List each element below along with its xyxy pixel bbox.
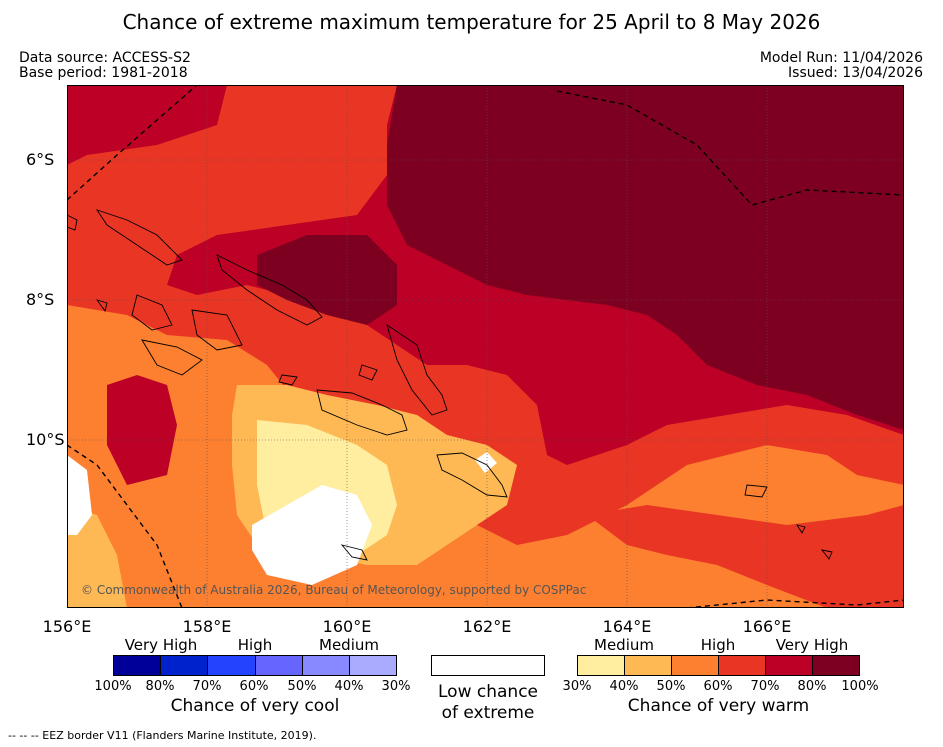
warm-cat-medium: Medium xyxy=(594,636,654,654)
warm-color-swatch xyxy=(813,656,859,675)
lon-label-164e: 164°E xyxy=(602,617,652,636)
graticule xyxy=(67,85,904,608)
base-period-text: Base period: 1981-2018 xyxy=(19,65,188,81)
warm-pct: 70% xyxy=(750,679,780,694)
cool-pct: 30% xyxy=(381,679,411,694)
neutral-caption-line1: Low chance xyxy=(438,682,538,702)
cool-pct: 60% xyxy=(239,679,269,694)
warm-pct: 30% xyxy=(562,679,592,694)
region-very-high-west xyxy=(257,235,397,325)
cool-colorbar xyxy=(113,655,397,676)
neutral-caption-line2: of extreme xyxy=(441,703,535,723)
cool-color-swatch xyxy=(302,656,350,675)
region-very-high-warm xyxy=(387,85,904,430)
warm-color-swatch xyxy=(578,656,625,675)
lat-label-8s: 8°S xyxy=(26,290,55,309)
lon-label-166e: 166°E xyxy=(742,617,792,636)
lon-label-158e: 158°E xyxy=(182,617,232,636)
warm-colorbar xyxy=(577,655,860,676)
data-source-text: Data source: ACCESS-S2 xyxy=(19,50,191,66)
region-medium-warm-sw xyxy=(67,505,127,608)
warm-color-swatch xyxy=(766,656,813,675)
warm-color-swatch xyxy=(719,656,766,675)
warm-pct: 80% xyxy=(797,679,827,694)
region-high2-nw xyxy=(67,85,227,165)
cool-caption: Chance of very cool xyxy=(170,696,340,716)
issued-text: Issued: 13/04/2026 xyxy=(788,65,923,81)
warm-cat-very-high: Very High xyxy=(775,636,849,654)
cool-color-swatch xyxy=(114,656,162,675)
map-title: Chance of extreme maximum temperature fo… xyxy=(122,10,821,34)
region-low-chance-small xyxy=(475,452,497,473)
warm-color-swatch xyxy=(625,656,672,675)
cool-color-swatch xyxy=(161,656,209,675)
warm-cat-high: High xyxy=(700,636,736,654)
cool-pct: 70% xyxy=(192,679,222,694)
cool-color-swatch xyxy=(208,656,256,675)
lon-label-162e: 162°E xyxy=(462,617,512,636)
neutral-swatch xyxy=(431,655,545,676)
cool-color-swatch xyxy=(349,656,397,675)
map-svg: © Commonwealth of Australia 2026, Bureau… xyxy=(67,85,904,608)
cool-cat-medium: Medium xyxy=(319,636,379,654)
cool-cat-very-high: Very High xyxy=(124,636,198,654)
lat-label-6s: 6°S xyxy=(26,150,55,169)
lon-label-156e: 156°E xyxy=(42,617,92,636)
cool-pct: 80% xyxy=(145,679,175,694)
eez-borders xyxy=(67,85,904,608)
region-low-chance xyxy=(252,485,372,585)
copyright-text: © Commonwealth of Australia 2026, Bureau… xyxy=(81,583,586,597)
warm-pct: 40% xyxy=(609,679,639,694)
cool-color-swatch xyxy=(255,656,303,675)
neutral-caption: Low chance of extreme xyxy=(416,682,560,724)
region-high-warm-east xyxy=(587,505,904,608)
meta-left: Data source: ACCESS-S2 Base period: 1981… xyxy=(19,51,191,81)
lon-label-160e: 160°E xyxy=(322,617,372,636)
cool-pct: 40% xyxy=(334,679,364,694)
warm-color-swatch xyxy=(672,656,719,675)
region-low-chance-west xyxy=(67,455,92,535)
forecast-map[interactable]: © Commonwealth of Australia 2026, Bureau… xyxy=(67,85,904,608)
cool-pct: 50% xyxy=(287,679,317,694)
warm-pct: 60% xyxy=(703,679,733,694)
region-high2-west xyxy=(107,375,177,485)
model-run-text: Model Run: 11/04/2026 xyxy=(759,50,923,66)
eez-footnote: -- -- -- EEZ border V11 (Flanders Marine… xyxy=(8,729,317,742)
warm-pct: 50% xyxy=(656,679,686,694)
cool-cat-high: High xyxy=(237,636,273,654)
cool-pct: 100% xyxy=(94,679,132,694)
warm-caption: Chance of very warm xyxy=(627,696,810,716)
coastlines xyxy=(67,209,833,561)
meta-right: Model Run: 11/04/2026 Issued: 13/04/2026 xyxy=(760,51,923,81)
lat-label-10s: 10°S xyxy=(26,430,65,449)
warm-pct: 100% xyxy=(841,679,879,694)
